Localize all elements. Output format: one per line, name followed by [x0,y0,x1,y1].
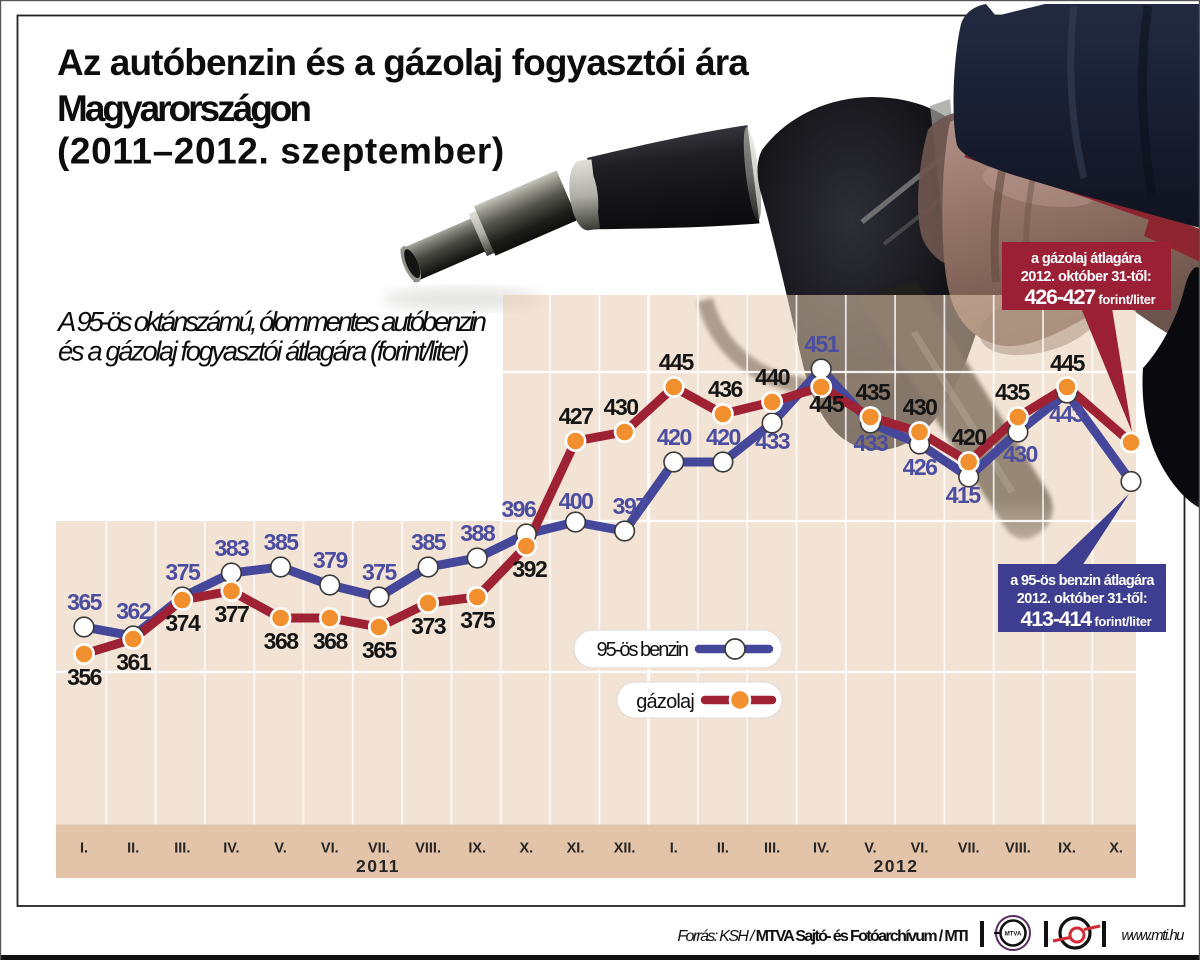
svg-text:392: 392 [512,556,547,582]
svg-text:VIII.: VIII. [415,841,441,857]
svg-text:IX.: IX. [468,841,486,857]
svg-text:IV.: IV. [223,841,239,857]
svg-text:IV.: IV. [813,841,829,857]
svg-text:435: 435 [995,379,1031,405]
svg-text:383: 383 [214,535,249,561]
svg-text:385: 385 [411,529,447,555]
svg-text:Forrás: KSH / MTVA Sajtó- és F: Forrás: KSH / MTVA Sajtó- és Fotóarchívu… [677,928,968,945]
svg-text:IX.: IX. [1058,841,1076,857]
svg-text:II.: II. [127,841,139,857]
svg-text:2012. október 31-től:: 2012. október 31-től: [1021,269,1152,285]
svg-text:445: 445 [809,391,845,417]
svg-text:A 95-ös oktánszámú, ólommentes: A 95-ös oktánszámú, ólommentes autóbenzi… [56,306,487,337]
svg-text:I.: I. [80,841,88,857]
svg-text:365: 365 [67,589,103,615]
svg-text:430: 430 [903,394,938,420]
svg-text:430: 430 [1003,441,1038,467]
svg-text:443: 443 [1049,401,1084,427]
svg-text:388: 388 [460,520,496,546]
svg-text:375: 375 [165,559,201,585]
svg-text:415: 415 [946,482,982,508]
svg-text:XII.: XII. [614,841,636,857]
svg-text:440: 440 [755,364,790,390]
svg-text:396: 396 [501,496,536,522]
svg-text:365: 365 [362,637,398,663]
svg-text:397: 397 [613,493,648,519]
svg-text:és a gázolaj fogyasztói átlagá: és a gázolaj fogyasztói átlagára (forint… [58,336,468,367]
svg-text:III.: III. [764,841,780,857]
svg-text:(2011–2012. szeptember): (2011–2012. szeptember) [57,131,505,172]
svg-text:368: 368 [313,628,349,654]
svg-text:373: 373 [411,613,446,639]
svg-text:430: 430 [604,394,639,420]
svg-text:gázolaj: gázolaj [636,691,694,713]
svg-text:2012: 2012 [874,856,919,876]
svg-text:X.: X. [519,841,533,857]
svg-text:VIII.: VIII. [1005,841,1031,857]
svg-text:II.: II. [717,841,729,857]
svg-text:VII.: VII. [368,841,390,857]
svg-text:VI.: VI. [321,841,339,857]
svg-text:420: 420 [657,424,692,450]
svg-text:361: 361 [116,649,152,675]
svg-text:427: 427 [559,403,594,429]
svg-text:www.mti.hu: www.mti.hu [1121,927,1185,944]
svg-text:445: 445 [1050,350,1086,376]
svg-text:VII.: VII. [958,841,980,857]
svg-text:420: 420 [952,424,987,450]
svg-text:426-427 forint/liter: 426-427 forint/liter [1025,285,1156,309]
svg-text:413-414 forint/liter: 413-414 forint/liter [1021,607,1152,631]
svg-text:XI.: XI. [567,841,585,857]
svg-text:a gázolaj átlagára: a gázolaj átlagára [1031,251,1143,267]
svg-text:I.: I. [670,841,678,857]
svg-text:V.: V. [864,841,876,857]
svg-text:V.: V. [274,841,286,857]
svg-text:Az autóbenzin és a gázolaj fog: Az autóbenzin és a gázolaj fogyasztói ár… [57,42,749,83]
svg-text:379: 379 [313,547,348,573]
svg-text:VI.: VI. [911,841,929,857]
svg-text:375: 375 [460,607,496,633]
svg-text:95-ös benzin: 95-ös benzin [596,639,687,661]
svg-text:362: 362 [116,598,151,624]
svg-text:436: 436 [708,376,743,402]
svg-text:445: 445 [659,349,695,375]
svg-text:377: 377 [214,601,249,627]
svg-text:420: 420 [706,424,741,450]
svg-text:Magyarországon: Magyarországon [57,88,310,129]
svg-text:426: 426 [903,454,938,480]
svg-text:435: 435 [855,379,891,405]
svg-text:433: 433 [755,428,790,454]
svg-text:400: 400 [559,488,594,514]
svg-text:a 95-ös benzin átlagára: a 95-ös benzin átlagára [1010,573,1155,589]
svg-text:356: 356 [67,664,102,690]
svg-text:2011: 2011 [356,856,400,876]
svg-text:III.: III. [174,841,190,857]
svg-text:2012. október 31-től:: 2012. október 31-től: [1017,591,1148,607]
svg-text:375: 375 [362,559,398,585]
svg-text:385: 385 [264,529,300,555]
svg-text:X.: X. [1109,841,1123,857]
svg-text:374: 374 [165,610,201,636]
svg-text:433: 433 [853,430,888,456]
svg-text:451: 451 [804,331,840,357]
svg-text:368: 368 [264,628,300,654]
svg-text:MTVA: MTVA [1005,932,1022,938]
